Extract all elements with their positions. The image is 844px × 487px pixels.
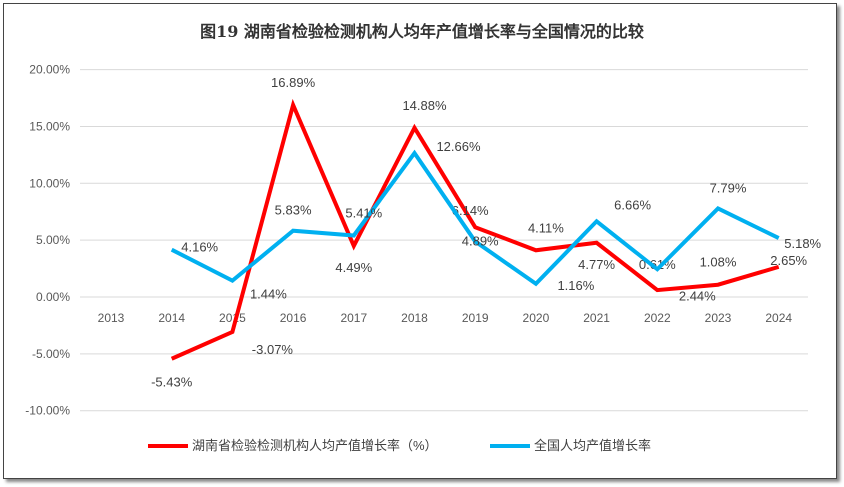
x-tick-label: 2016 xyxy=(280,311,307,325)
y-tick-label: 20.00% xyxy=(29,63,70,77)
x-tick-label: 2019 xyxy=(462,311,489,325)
data-label: 4.89% xyxy=(462,233,499,248)
data-label: 1.44% xyxy=(250,287,287,302)
x-tick-label: 2022 xyxy=(644,311,671,325)
legend-label: 湖南省检验检测机构人均产值增长率（%） xyxy=(192,438,438,453)
data-label: 14.88% xyxy=(402,98,447,113)
x-tick-label: 2014 xyxy=(158,311,185,325)
legend-label: 全国人均产值增长率 xyxy=(534,438,651,453)
data-label: 1.16% xyxy=(557,278,594,293)
x-tick-label: 2020 xyxy=(523,311,550,325)
y-tick-label: -5.00% xyxy=(32,347,70,361)
x-tick-label: 2023 xyxy=(705,311,732,325)
data-label: 5.18% xyxy=(784,236,821,251)
data-label: 2.65% xyxy=(770,253,807,268)
y-tick-label: 15.00% xyxy=(29,119,70,133)
y-tick-label: -10.00% xyxy=(25,404,70,418)
x-tick-label: 2017 xyxy=(340,311,367,325)
data-label: 6.66% xyxy=(614,197,651,212)
x-tick-label: 2013 xyxy=(98,311,125,325)
data-label: 6.14% xyxy=(452,203,489,218)
chart-frame xyxy=(3,3,837,479)
y-tick-label: 0.00% xyxy=(36,290,70,304)
data-label: 16.89% xyxy=(271,75,316,90)
data-label: 5.83% xyxy=(275,203,312,218)
x-tick-label: 2021 xyxy=(583,311,610,325)
series-line-0 xyxy=(170,98,780,361)
data-label: 4.49% xyxy=(335,260,372,275)
x-tick-label: 2024 xyxy=(765,311,792,325)
data-label: -3.07% xyxy=(252,342,294,357)
data-label: 4.11% xyxy=(528,220,564,235)
data-label: 5.41% xyxy=(345,205,382,220)
data-label: -5.43% xyxy=(151,375,193,390)
data-label: 2.44% xyxy=(679,288,716,303)
x-tick-label: 2015 xyxy=(219,311,246,325)
x-tick-label: 2018 xyxy=(401,311,428,325)
series-line-1 xyxy=(170,149,780,287)
data-label: 1.08% xyxy=(700,255,737,270)
chart-title: 图19 湖南省检验检测机构人均年产值增长率与全国情况的比较 xyxy=(200,22,644,41)
data-label: 4.16% xyxy=(181,240,218,255)
data-label: 7.79% xyxy=(710,180,747,195)
y-tick-label: 5.00% xyxy=(36,233,70,247)
y-tick-label: 10.00% xyxy=(29,176,70,190)
data-label: 4.77% xyxy=(578,257,615,272)
data-label: 12.66% xyxy=(436,139,481,154)
